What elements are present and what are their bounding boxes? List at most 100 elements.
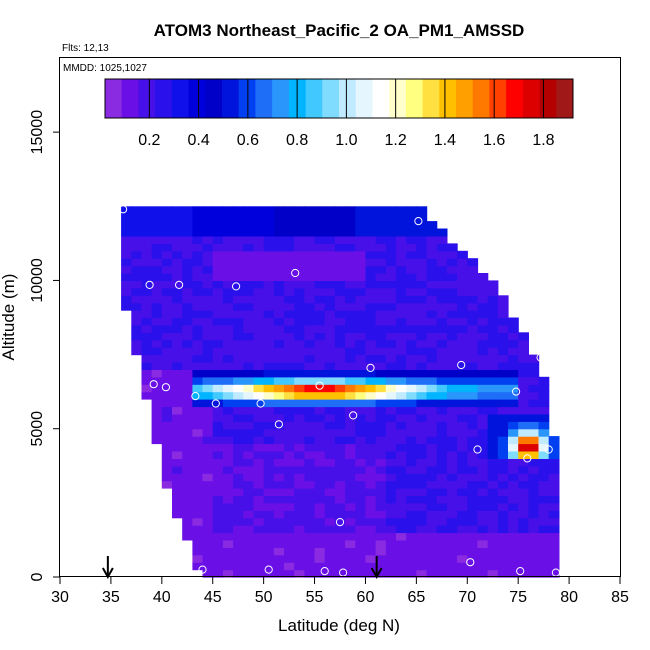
heat-cell [365, 562, 377, 571]
heat-cell [436, 384, 448, 393]
heat-cell [467, 532, 479, 541]
heat-cell [345, 547, 356, 556]
heat-cell [446, 273, 458, 281]
heat-cell [324, 554, 336, 563]
heat-cell [528, 421, 540, 430]
heat-cell [233, 458, 244, 467]
heat-cell [355, 332, 367, 341]
heat-cell [304, 235, 316, 244]
heat-cell [273, 332, 285, 341]
heat-cell [233, 206, 244, 215]
heat-cell [375, 421, 387, 430]
heat-cell [202, 221, 214, 230]
heat-cell [253, 369, 265, 378]
heat-cell [355, 228, 367, 237]
heat-cell [426, 310, 438, 319]
heat-cell [222, 539, 234, 548]
heat-cell [243, 273, 255, 281]
heat-cell [314, 295, 326, 304]
heat-cell [294, 488, 305, 496]
heat-cell [172, 302, 183, 311]
heat-cell [172, 495, 183, 504]
heat-cell [345, 332, 356, 341]
heat-cell [284, 510, 295, 519]
sample-point [536, 353, 545, 362]
heat-cell [508, 332, 519, 341]
heat-cell [365, 369, 377, 378]
heat-cell [497, 502, 509, 511]
heat-cell [233, 436, 244, 445]
heat-cell [314, 569, 326, 578]
heat-cell [416, 221, 428, 230]
heat-cell [263, 510, 275, 519]
heat-cell [487, 539, 499, 548]
heat-cell [406, 421, 417, 430]
heat-cell [141, 206, 153, 215]
heat-cell [457, 302, 468, 311]
heat-cell [192, 324, 204, 333]
heat-cell [273, 488, 285, 496]
colorbar-tick-label: 0.8 [286, 132, 308, 149]
heat-cell [436, 465, 448, 474]
heat-cell [314, 428, 326, 437]
heat-cell [294, 332, 305, 341]
heat-cell [396, 347, 407, 356]
heat-cell [294, 458, 305, 467]
heat-cell [375, 391, 387, 400]
heat-cell [182, 317, 193, 326]
heat-cell [222, 250, 234, 259]
heat-cell [273, 317, 285, 326]
heat-cell [406, 473, 417, 482]
heat-cell [172, 317, 183, 326]
heat-cell [436, 562, 448, 571]
heat-cell [324, 525, 336, 534]
heat-cell [406, 287, 417, 296]
heat-cell [273, 206, 285, 215]
heat-cell [406, 458, 417, 467]
heat-cell [202, 369, 214, 378]
sample-point [523, 454, 532, 463]
heat-cell [345, 517, 356, 526]
heat-cell [416, 250, 428, 259]
heat-cell [365, 554, 377, 563]
heat-cell [263, 213, 275, 222]
heat-cell [487, 376, 499, 385]
heat-cell [436, 317, 448, 326]
heat-cell [446, 310, 458, 319]
heat-cell [253, 265, 265, 274]
heat-cell [385, 376, 397, 385]
sample-point [132, 359, 141, 368]
heat-cell [477, 547, 489, 556]
heat-cell [314, 258, 326, 267]
heat-cell [436, 473, 448, 482]
heat-cell [385, 287, 397, 296]
heat-cell [202, 473, 214, 482]
heat-cell [426, 273, 438, 281]
colorbar-swatch [272, 79, 290, 118]
heat-cell [396, 235, 407, 244]
heat-cell [508, 421, 519, 430]
heat-cell [365, 265, 377, 274]
heat-cell [538, 517, 550, 526]
heat-cell [467, 428, 479, 437]
heat-cell [161, 287, 173, 296]
heat-cell [314, 243, 326, 252]
heat-cell [182, 287, 193, 296]
heat-cell [345, 302, 356, 311]
heat-cell [345, 317, 356, 326]
heat-cell [192, 280, 204, 289]
heat-cell [477, 362, 489, 370]
heat-cell [182, 228, 193, 237]
x-tick-label: 30 [51, 589, 69, 606]
heat-cell [222, 443, 234, 452]
heat-cell [446, 473, 458, 482]
heat-cell [182, 488, 193, 496]
heat-cell [467, 480, 479, 489]
sample-point [161, 383, 170, 392]
heat-cell [233, 376, 244, 385]
heat-cell [406, 295, 417, 304]
heat-cell [141, 273, 153, 281]
heat-cell [294, 235, 305, 244]
heat-cell [385, 213, 397, 222]
heat-cell [487, 480, 499, 489]
